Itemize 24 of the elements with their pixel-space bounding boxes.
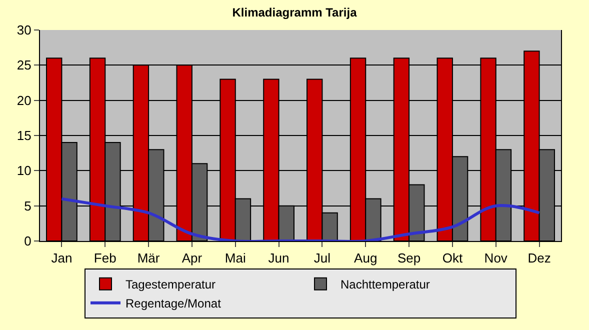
legend-label: Regentage/Monat xyxy=(126,296,222,311)
y-tick-label: 15 xyxy=(16,128,32,144)
x-tick-label: Jan xyxy=(51,250,72,266)
x-tick-label: Jun xyxy=(268,250,290,266)
x-tick-label: Jul xyxy=(314,250,331,266)
y-tick-label: 0 xyxy=(24,234,32,249)
x-tick-label: Okt xyxy=(442,250,463,266)
x-tick-label: Mai xyxy=(224,250,246,266)
y-tick-label: 30 xyxy=(16,22,32,38)
chart-title: Klimadiagramm Tarija xyxy=(232,6,358,20)
y-tick-label: 20 xyxy=(16,92,32,108)
y-tick-label: 10 xyxy=(16,163,32,178)
x-tick-label: Aug xyxy=(354,250,378,266)
x-tick-label: Mär xyxy=(137,250,160,266)
line-series xyxy=(60,197,541,241)
x-tick-label: Dez xyxy=(528,250,551,266)
legend-label: Tagestemperatur xyxy=(126,278,216,292)
x-tick-label: Nov xyxy=(484,250,508,266)
legend-label: Nachttemperatur xyxy=(340,278,430,292)
y-tick-label: 25 xyxy=(16,58,32,73)
x-tick-label: Apr xyxy=(182,250,203,266)
x-tick-label: Sep xyxy=(397,250,421,266)
y-tick-label: 5 xyxy=(24,198,32,214)
x-tick-label: Feb xyxy=(94,250,116,266)
